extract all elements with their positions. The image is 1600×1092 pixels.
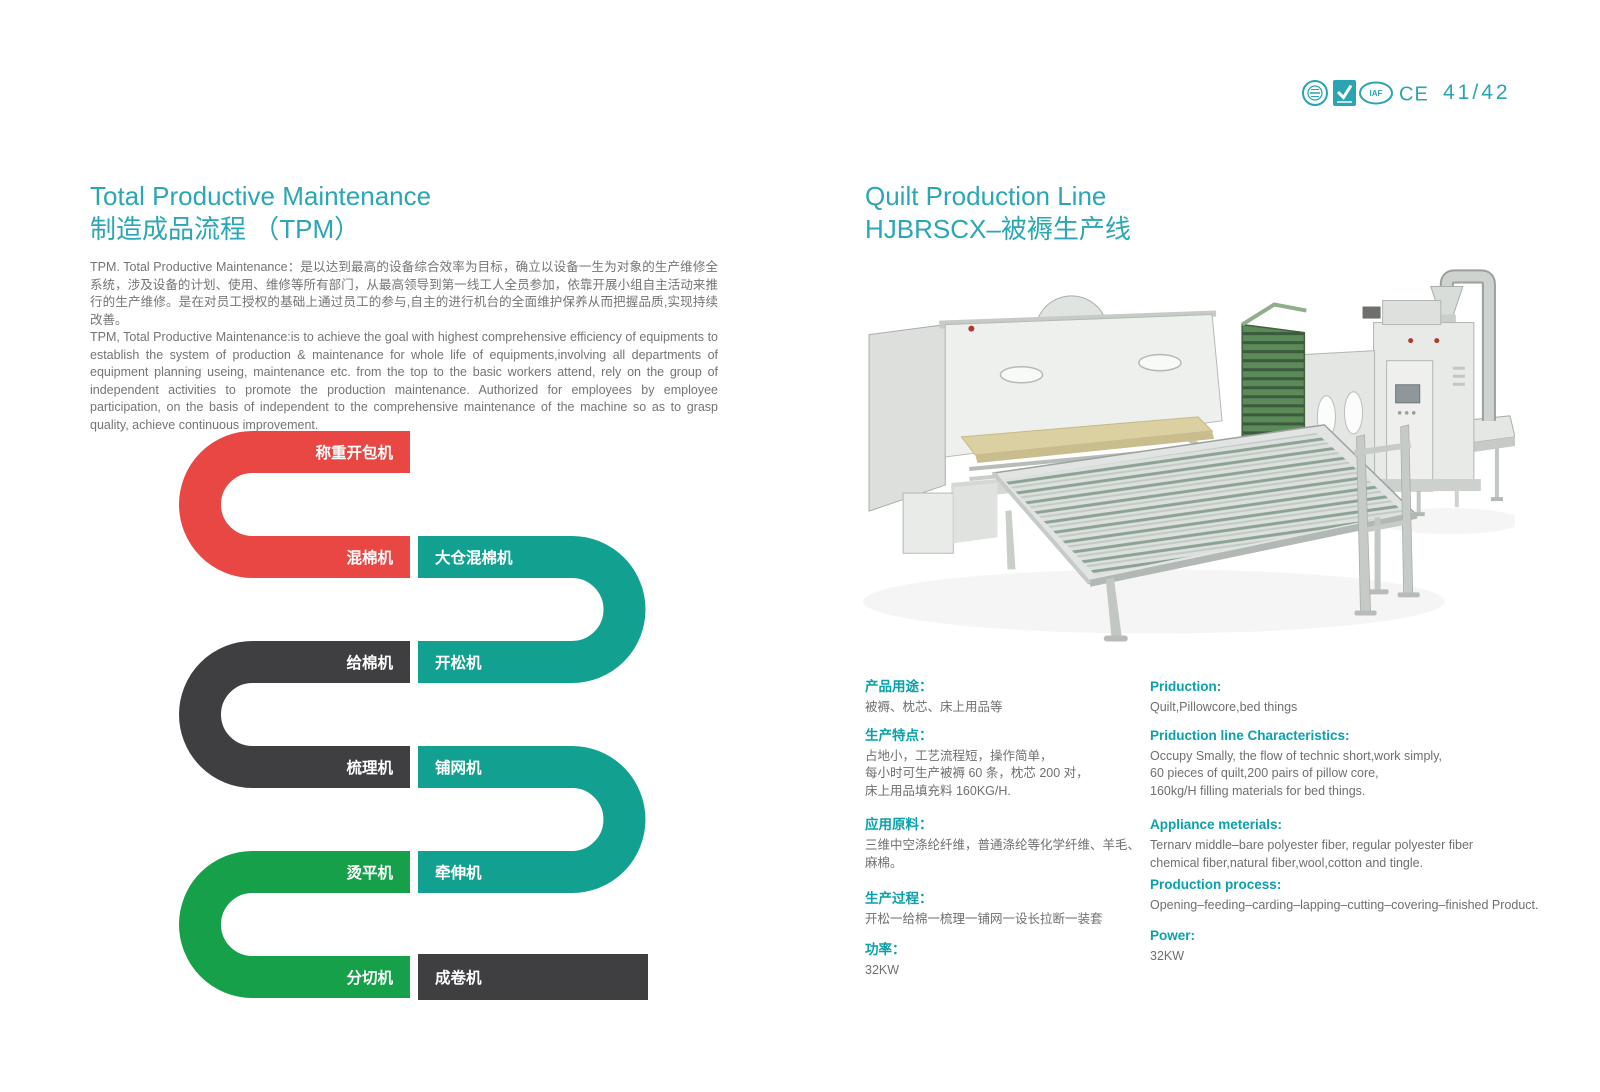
process-flow-diagram: 称重开包机 混棉机 大仓混棉机 给棉机 开松机 梳理机 铺网机 烫平机 牵伸机 … (179, 431, 648, 1000)
specs-english-column: Priduction: Quilt,Pillowcore,bed things … (1150, 678, 1550, 965)
spec-body: Quilt,Pillowcore,bed things (1150, 700, 1298, 714)
spec-body: Opening–feeding–carding–lapping–cutting–… (1150, 898, 1539, 912)
flow-step-label: 开松机 (435, 653, 482, 672)
flow-step-label: 称重开包机 (315, 443, 393, 462)
flow-segment-teal-1 (418, 536, 646, 683)
tpm-intro-cn: TPM. Total Productive Maintenance：是以达到最高… (90, 260, 718, 327)
flow-step-label: 成卷机 (435, 968, 482, 987)
spec-heading: Power: (1150, 927, 1196, 943)
ce-mark-icon: CE (1399, 84, 1429, 106)
spec-en-process: Production process: Opening–feeding–card… (1150, 876, 1550, 915)
flow-segment-dark-1 (179, 641, 410, 788)
tpm-intro: TPM. Total Productive Maintenance：是以达到最高… (90, 259, 718, 434)
svg-text:IAF: IAF (1370, 89, 1383, 98)
iaf-emblem-icon: IAF (1359, 81, 1393, 105)
spec-body: 32KW (865, 962, 900, 977)
spec-body: Ternarv middle–bare polyester fiber, reg… (1150, 838, 1474, 870)
certification-logos: IAF CE (1302, 80, 1429, 106)
spec-en-materials: Appliance meterials: Ternarv middle–bare… (1150, 816, 1550, 872)
exhaust-pipe (1439, 269, 1496, 421)
spec-heading: 应用原料： (865, 817, 933, 832)
spec-heading: Priduction line Characteristics: (1150, 727, 1350, 743)
flow-step-label: 混棉机 (346, 548, 393, 567)
specs-chinese-column: 产品用途： 被褥、枕芯、床上用品等 生产特点： 占地小，工艺流程短，操作简单， … (865, 678, 1145, 979)
spec-body: Occupy Smally, the flow of technic short… (1150, 748, 1442, 798)
spec-body: 32KW (1150, 948, 1185, 963)
spec-heading: 生产特点： (865, 727, 933, 743)
spec-heading: Appliance meterials: (1150, 817, 1283, 832)
flow-segment-red (179, 431, 410, 578)
left-title-en: Total Productive Maintenance (90, 181, 432, 211)
right-title-en: Quilt Production Line (865, 181, 1107, 211)
flow-step-label: 给棉机 (346, 653, 393, 672)
spec-body: 被褥、枕芯、床上用品等 (865, 700, 1003, 714)
spec-en-production: Priduction: Quilt,Pillowcore,bed things (1150, 678, 1550, 717)
spec-heading: Priduction: (1150, 679, 1222, 694)
floor-shadow (863, 569, 1445, 634)
tpm-intro-en: TPM, Total Productive Maintenance:is to … (90, 330, 718, 432)
flow-step-label: 烫平机 (346, 863, 393, 882)
spec-cn-usage: 产品用途： 被褥、枕芯、床上用品等 (865, 678, 1145, 717)
page-number: 41/42 (1443, 81, 1511, 104)
spec-body: 三维中空涤纶纤维，普通涤纶等化学纤维、羊毛、麻棉。 (865, 838, 1141, 870)
spec-heading: 产品用途： (865, 679, 933, 694)
spec-en-power: Power: 32KW (1150, 927, 1550, 966)
spec-heading: Production process: (1150, 877, 1282, 892)
quality-emblem-icon (1302, 80, 1328, 106)
header-certification-row: IAF CE 41/42 (1300, 76, 1511, 110)
spec-heading: 功率： (865, 941, 906, 957)
spec-heading: 生产过程： (865, 891, 933, 906)
spec-cn-power: 功率： 32KW (865, 941, 1145, 980)
quilt-production-line-photo (863, 269, 1515, 642)
left-title-cn: 制造成品流程 （TPM） (90, 214, 361, 244)
flow-step-label: 铺网机 (435, 758, 482, 777)
left-page: Total Productive Maintenance 制造成品流程 （TPM… (90, 180, 718, 434)
flow-step-label: 大仓混棉机 (435, 548, 513, 567)
flow-step-label: 分切机 (346, 968, 393, 987)
flow-step-label: 梳理机 (346, 758, 393, 777)
opening-machine-cabinet (1362, 300, 1481, 492)
right-page-title: Quilt Production Line HJBRSCX–被褥生产线 (865, 180, 1131, 246)
spec-cn-materials: 应用原料： 三维中空涤纶纤维，普通涤纶等化学纤维、羊毛、麻棉。 (865, 816, 1145, 872)
flow-segment-teal-2 (418, 746, 646, 893)
spec-body: 占地小，工艺流程短，操作简单， 每小时可生产被褥 60 条，枕芯 200 对， … (865, 748, 1089, 798)
flow-step-label: 牵伸机 (435, 863, 482, 882)
spec-en-characteristics: Priduction line Characteristics: Occupy … (1150, 727, 1550, 801)
right-title-cn: HJBRSCX–被褥生产线 (865, 214, 1131, 244)
flow-segment-dark-2 (418, 954, 648, 1000)
spec-cn-process: 生产过程： 开松一给棉一梳理一铺网一设长拉断一装套 (865, 890, 1145, 929)
roller-conveyor-bed (991, 424, 1420, 642)
flow-segment-green (179, 851, 410, 998)
check-badge-icon (1333, 80, 1356, 106)
spec-body: 开松一给棉一梳理一铺网一设长拉断一装套 (865, 912, 1103, 926)
carding-machine (868, 295, 1223, 554)
spec-cn-features: 生产特点： 占地小，工艺流程短，操作简单， 每小时可生产被褥 60 条，枕芯 2… (865, 727, 1145, 801)
